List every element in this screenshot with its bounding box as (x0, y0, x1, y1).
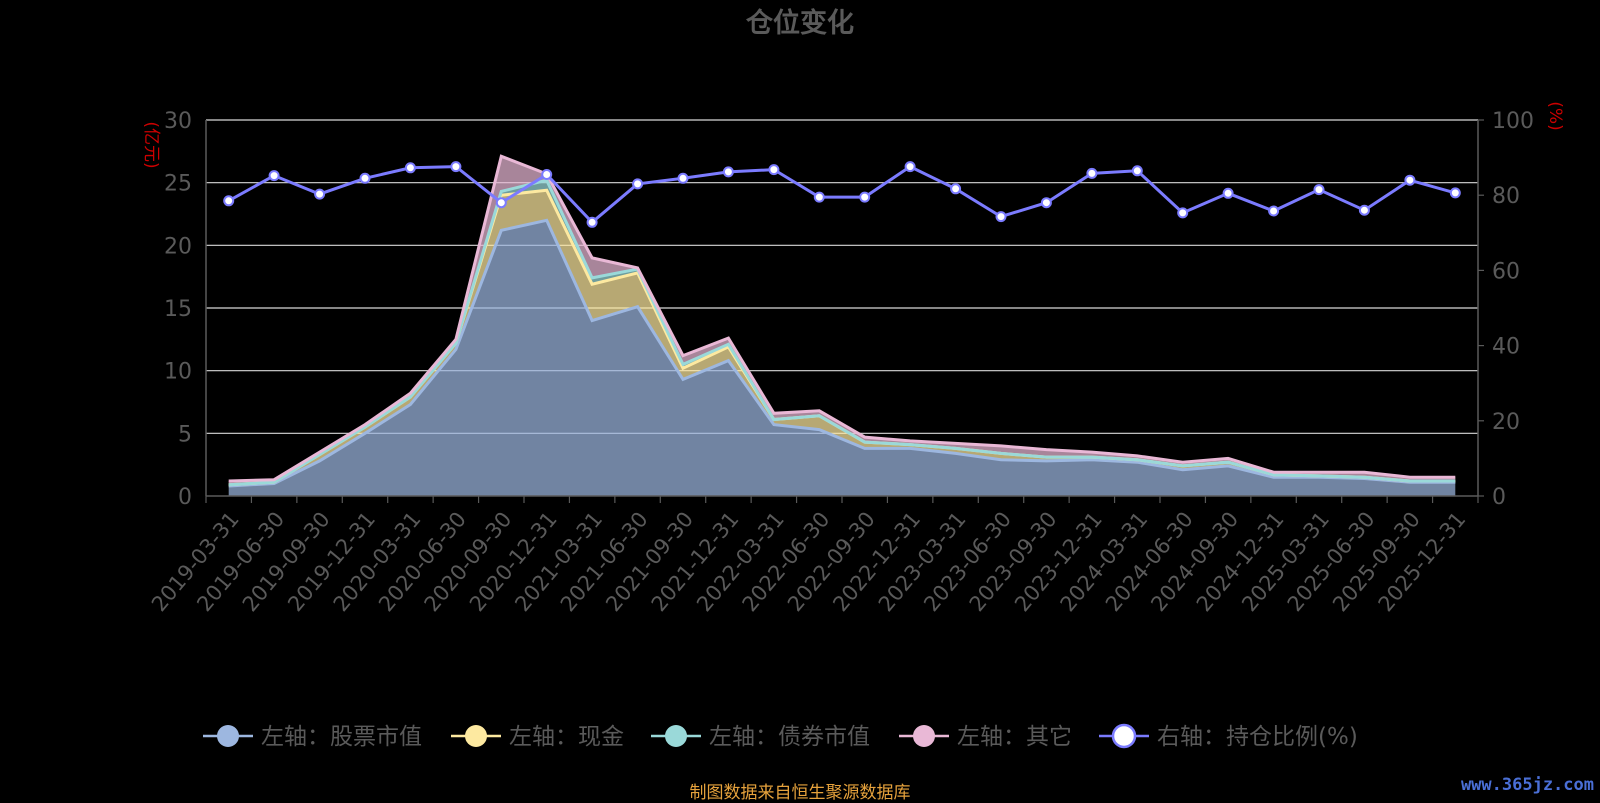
ratio-point[interactable] (1268, 205, 1280, 217)
right-axis-tick-label: 20 (1492, 410, 1520, 435)
ratio-point[interactable] (632, 178, 644, 190)
ratio-point[interactable] (1404, 174, 1416, 186)
ratio-point[interactable] (404, 162, 416, 174)
chart-title: 仓位变化 (745, 7, 854, 39)
ratio-point[interactable] (268, 170, 280, 182)
legend-swatch-marker (1111, 723, 1137, 749)
legend-item[interactable]: 右轴：持仓比例(%) (1099, 723, 1358, 750)
ratio-point[interactable] (1358, 204, 1370, 216)
area-line-series-3 (228, 154, 1456, 483)
legend: 左轴：股票市值 左轴：现金 左轴：债券市值 左轴：其它 右轴：持仓比例(%) (203, 723, 1358, 750)
legend-item[interactable]: 左轴：债券市值 (651, 724, 870, 750)
ratio-point[interactable] (950, 183, 962, 195)
legend-label: 左轴：其它 (957, 724, 1072, 750)
left-axis-tick-label: 20 (164, 234, 192, 259)
ratio-point[interactable] (1449, 187, 1461, 199)
right-axis-tick-label: 0 (1492, 485, 1506, 510)
ratio-point[interactable] (1313, 184, 1325, 196)
right-axis-tick-label: 40 (1492, 335, 1520, 360)
legend-label: 左轴：现金 (509, 724, 624, 750)
ratio-point[interactable] (359, 172, 371, 184)
ratio-point[interactable] (223, 195, 235, 207)
left-axis-tick-label: 0 (178, 485, 192, 510)
ratio-point[interactable] (1040, 197, 1052, 209)
right-axis-tick-label: 100 (1492, 109, 1534, 134)
ratio-point[interactable] (1086, 167, 1098, 179)
axes: 0510152025300204060801002019-03-312019-0… (147, 109, 1534, 616)
ratio-point[interactable] (1131, 165, 1143, 177)
ratio-point[interactable] (995, 211, 1007, 223)
left-axis-tick-label: 25 (164, 172, 192, 197)
right-axis-unit-label: (%) (1545, 101, 1565, 130)
ratio-line (227, 164, 1456, 225)
legend-swatch-marker (465, 725, 487, 747)
ratio-point[interactable] (495, 197, 507, 209)
ratio-point[interactable] (314, 188, 326, 200)
left-axis-tick-label: 5 (178, 422, 192, 447)
ratio-point[interactable] (904, 161, 916, 173)
left-axis-unit-label: (亿元) (141, 121, 161, 168)
right-axis-tick-label: 60 (1492, 259, 1520, 284)
left-axis-tick-label: 30 (164, 109, 192, 134)
legend-swatch-marker (217, 725, 239, 747)
ratio-point[interactable] (859, 191, 871, 203)
legend-swatch-marker (665, 725, 687, 747)
legend-label: 左轴：债券市值 (709, 724, 870, 750)
ratio-point[interactable] (677, 172, 689, 184)
source-note: 制图数据来自恒生聚源数据库 (689, 783, 911, 803)
legend-swatch-marker (913, 725, 935, 747)
legend-label: 左轴：股票市值 (261, 724, 422, 750)
right-axis-tick-label: 80 (1492, 184, 1520, 209)
legend-label: 右轴：持仓比例(%) (1157, 724, 1358, 750)
legend-item[interactable]: 左轴：其它 (899, 724, 1072, 750)
ratio-point[interactable] (768, 164, 780, 176)
area-line-series-0 (228, 218, 1456, 488)
ratio-point[interactable] (1222, 187, 1234, 199)
ratio-point[interactable] (813, 191, 825, 203)
ratio-point[interactable] (586, 216, 598, 228)
area-line-series-2 (228, 178, 1456, 487)
watermark: www.365jz.com (1460, 775, 1594, 795)
grid-lines (206, 119, 1478, 434)
stacked-areas (228, 154, 1456, 497)
ratio-point[interactable] (541, 169, 553, 180)
legend-item[interactable]: 左轴：现金 (451, 724, 624, 750)
ratio-point[interactable] (722, 166, 734, 178)
left-axis-tick-label: 10 (164, 360, 192, 385)
ratio-point[interactable] (450, 161, 462, 173)
left-axis-tick-label: 15 (164, 297, 192, 322)
area-fill-series-0 (228, 220, 1456, 497)
ratio-point[interactable] (1177, 207, 1189, 219)
ratio-line-layer (223, 161, 1461, 228)
legend-item[interactable]: 左轴：股票市值 (203, 724, 422, 750)
